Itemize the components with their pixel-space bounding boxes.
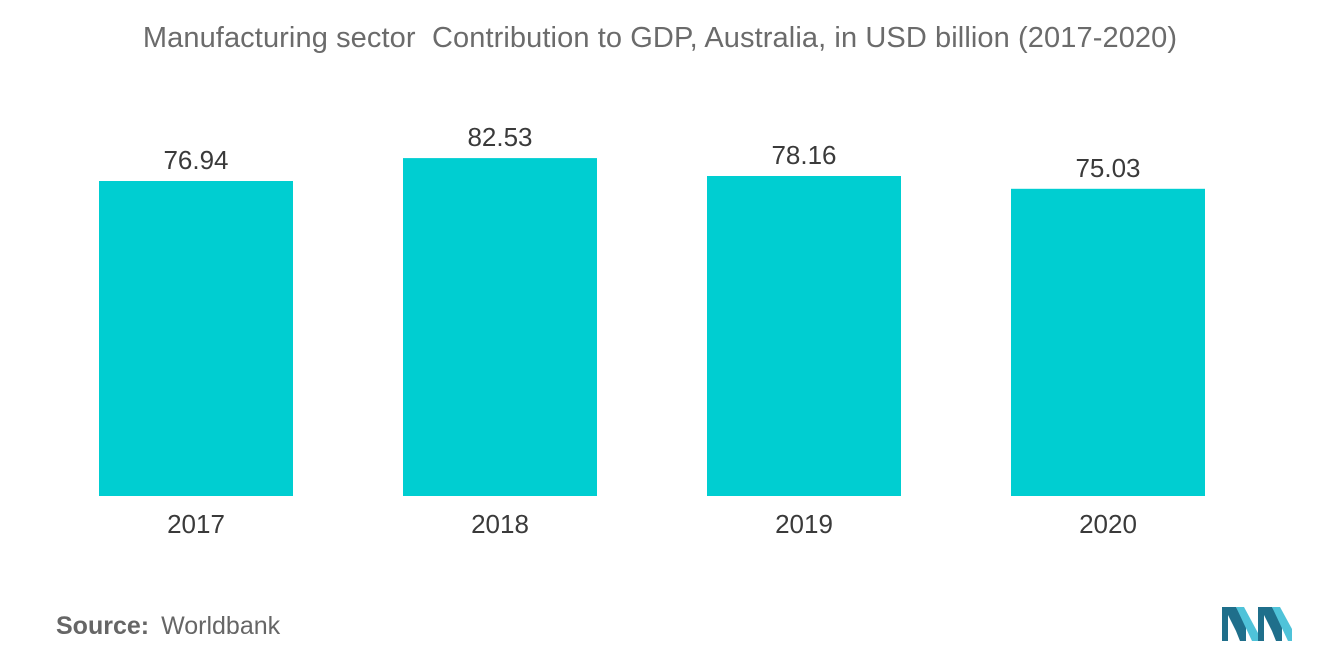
bar-2019 <box>707 176 901 496</box>
bar-2018 <box>403 158 597 496</box>
value-label-2019: 78.16 <box>771 140 836 170</box>
value-label-2020: 75.03 <box>1075 153 1140 183</box>
bar-2020 <box>1011 188 1205 497</box>
x-tick-label-2019: 2019 <box>775 509 833 539</box>
mordor-intelligence-logo-icon <box>1222 607 1292 641</box>
value-label-2018: 82.53 <box>467 122 532 152</box>
value-label-2017: 76.94 <box>163 145 228 175</box>
x-tick-label-2020: 2020 <box>1079 509 1137 539</box>
chart-title: Manufacturing sector Contribution to GDP… <box>142 22 1178 54</box>
bar-2017 <box>99 181 293 496</box>
source-value: Worldbank <box>161 612 281 640</box>
source-label: Source: <box>56 612 150 640</box>
source-note: Source: Worldbank <box>56 612 280 641</box>
bar-chart: 76.94 2017 82.53 2018 78.16 2019 75.03 2020 <box>99 122 1205 539</box>
x-tick-label-2017: 2017 <box>167 509 225 539</box>
x-tick-label-2018: 2018 <box>471 509 529 539</box>
